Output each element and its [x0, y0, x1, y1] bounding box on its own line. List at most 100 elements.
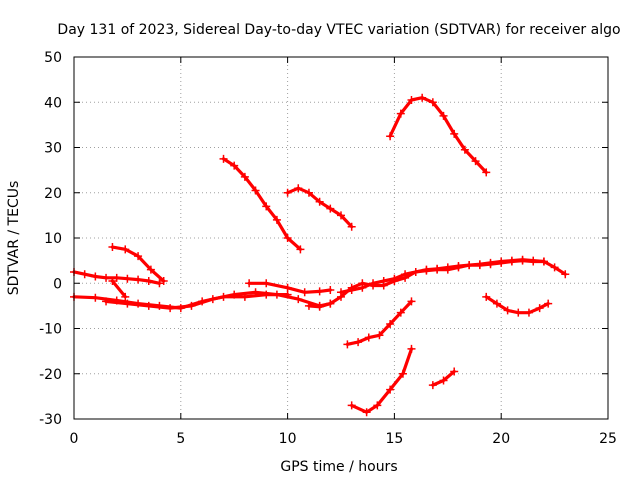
data-point-marker	[159, 276, 168, 285]
x-tick-label: 10	[279, 431, 297, 447]
data-point-marker	[315, 197, 324, 206]
series-arc-6	[219, 154, 305, 254]
data-point-marker	[471, 157, 480, 166]
data-point-marker	[379, 276, 388, 285]
series-arc-12	[343, 297, 416, 349]
data-point-marker	[272, 290, 281, 299]
x-tick-label: 20	[492, 431, 510, 447]
data-point-marker	[144, 276, 153, 285]
x-tick-label: 0	[70, 431, 79, 447]
data-point-marker	[315, 287, 324, 296]
series-line	[350, 347, 414, 414]
series-line	[388, 96, 488, 174]
data-point-marker	[123, 274, 132, 283]
data-point-marker	[439, 111, 448, 120]
series-line	[339, 259, 567, 294]
data-point-marker	[123, 299, 132, 308]
data-point-marker	[428, 381, 437, 390]
data-point-marker	[358, 283, 367, 292]
data-point-marker	[407, 297, 416, 306]
data-point-marker	[411, 267, 420, 276]
data-point-marker	[561, 270, 570, 279]
data-point-marker	[187, 301, 196, 310]
data-point-marker	[304, 188, 313, 197]
data-point-marker	[166, 304, 175, 313]
data-point-marker	[146, 265, 155, 274]
data-point-marker	[294, 295, 303, 304]
data-point-marker	[134, 252, 143, 261]
series-arc-13	[347, 344, 416, 417]
data-point-marker	[91, 293, 100, 302]
data-point-marker	[80, 270, 89, 279]
data-point-marker	[486, 260, 495, 269]
data-point-marker	[240, 172, 249, 181]
x-tick-label: 5	[176, 431, 185, 447]
data-series	[70, 93, 570, 417]
data-point-marker	[102, 273, 111, 282]
data-point-marker	[362, 408, 371, 417]
data-point-marker	[375, 331, 384, 340]
data-point-marker	[347, 286, 356, 295]
series-line	[104, 290, 332, 310]
data-point-marker	[518, 256, 527, 265]
data-point-marker	[539, 257, 548, 266]
data-point-marker	[401, 270, 410, 279]
data-point-marker	[251, 186, 260, 195]
grid	[74, 57, 608, 419]
data-point-marker	[326, 299, 335, 308]
series-arc-15	[482, 292, 553, 317]
data-point-marker	[450, 367, 459, 376]
data-point-marker	[354, 338, 363, 347]
data-point-marker	[91, 272, 100, 281]
data-point-marker	[304, 301, 313, 310]
series-line	[286, 186, 354, 229]
y-tick-label: -20	[39, 367, 62, 383]
data-point-marker	[396, 109, 405, 118]
data-point-marker	[407, 344, 416, 353]
data-point-marker	[251, 288, 260, 297]
series-arc-14	[428, 367, 459, 390]
data-point-marker	[390, 274, 399, 283]
data-point-marker	[514, 308, 523, 317]
data-point-marker	[369, 279, 378, 288]
y-tick-labels: -30 -20 -10 0 10 20 30 40 50	[39, 50, 62, 428]
data-point-marker	[347, 401, 356, 410]
data-point-marker	[121, 245, 130, 254]
series-arc-7	[283, 184, 356, 231]
data-point-marker	[398, 369, 407, 378]
data-point-marker	[482, 292, 491, 301]
data-point-marker	[364, 333, 373, 342]
data-point-marker	[262, 202, 271, 211]
series-arc-1	[70, 267, 164, 288]
y-tick-label: -10	[39, 322, 62, 338]
data-point-marker	[460, 145, 469, 154]
data-point-marker	[497, 258, 506, 267]
series-line	[110, 279, 127, 299]
y-tick-label: 50	[44, 50, 62, 66]
data-point-marker	[283, 188, 292, 197]
data-point-marker	[454, 262, 463, 271]
series-arc-4	[108, 243, 168, 285]
data-point-marker	[407, 95, 416, 104]
data-point-marker	[300, 288, 309, 297]
data-point-marker	[337, 288, 345, 297]
data-point-marker	[343, 340, 352, 349]
data-point-marker	[262, 279, 271, 288]
data-point-marker	[144, 301, 153, 310]
series-arc-10	[337, 256, 570, 297]
data-point-marker	[386, 319, 395, 328]
data-point-marker	[315, 302, 324, 311]
y-tick-label: 30	[44, 141, 62, 157]
data-point-marker	[112, 273, 121, 282]
data-point-marker	[326, 286, 335, 295]
data-point-marker	[208, 295, 217, 304]
data-point-marker	[507, 257, 516, 266]
x-tick-label: 15	[385, 431, 403, 447]
data-point-marker	[529, 257, 538, 266]
data-point-marker	[219, 154, 228, 163]
data-point-marker	[482, 168, 491, 177]
data-point-marker	[386, 385, 395, 394]
data-point-marker	[272, 215, 281, 224]
data-point-marker	[108, 276, 117, 285]
